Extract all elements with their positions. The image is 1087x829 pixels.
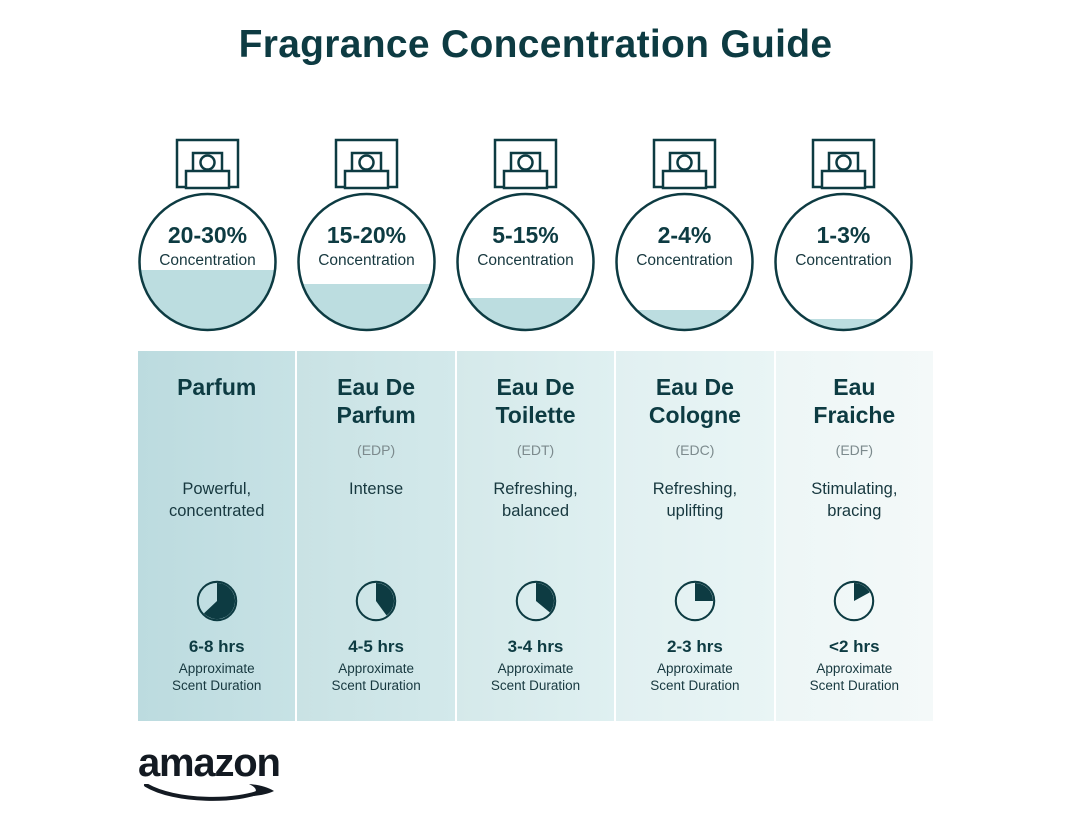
svg-text:15-20%: 15-20% bbox=[327, 222, 406, 248]
svg-text:Concentration: Concentration bbox=[159, 252, 256, 269]
svg-text:Concentration: Concentration bbox=[318, 252, 415, 269]
svg-text:20-30%: 20-30% bbox=[168, 222, 247, 248]
svg-text:2-4%: 2-4% bbox=[658, 222, 712, 248]
svg-text:5-15%: 5-15% bbox=[492, 222, 558, 248]
svg-text:Concentration: Concentration bbox=[795, 252, 892, 269]
svg-text:Concentration: Concentration bbox=[636, 252, 733, 269]
svg-text:1-3%: 1-3% bbox=[817, 222, 871, 248]
svg-text:Concentration: Concentration bbox=[477, 252, 574, 269]
